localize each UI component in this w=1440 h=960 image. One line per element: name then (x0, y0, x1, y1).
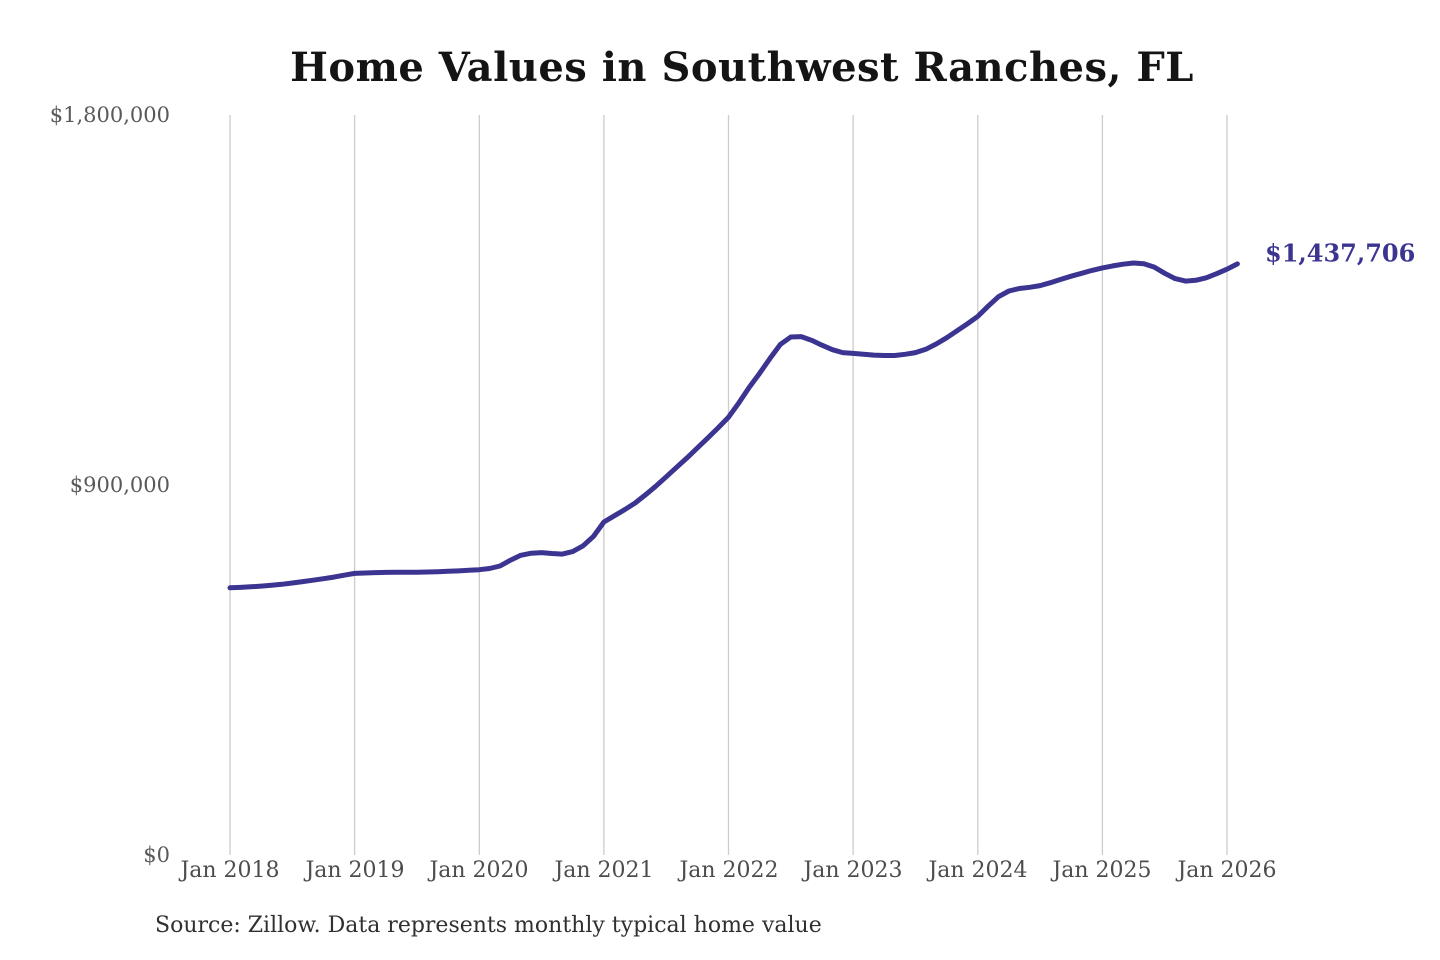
source-note: Source: Zillow. Data represents monthly … (155, 913, 822, 938)
home-value-line-series (227, 260, 1240, 591)
x-axis-tick-label: Jan 2026 (1177, 858, 1277, 883)
x-axis-tick-label: Jan 2021 (554, 858, 654, 883)
y-axis-tick-label-zero: $0 (143, 843, 170, 867)
gridlines (229, 115, 1228, 855)
x-axis-tick-label: Jan 2024 (928, 858, 1028, 883)
x-axis-tick-label: Jan 2022 (679, 858, 779, 883)
y-axis-tick-label-top: $1,800,000 (49, 103, 170, 127)
x-axis-tick-label: Jan 2023 (803, 858, 903, 883)
x-axis-tick-label: Jan 2018 (180, 858, 280, 883)
chart-title: Home Values in Southwest Ranches, FL (290, 44, 1194, 91)
latest-value-label: $1,437,706 (1265, 238, 1416, 268)
x-axis-tick-label: Jan 2019 (305, 858, 405, 883)
x-axis-tick-label: Jan 2025 (1052, 858, 1152, 883)
x-axis-tick-label: Jan 2020 (429, 858, 529, 883)
y-axis-tick-label-mid: $900,000 (69, 473, 170, 497)
